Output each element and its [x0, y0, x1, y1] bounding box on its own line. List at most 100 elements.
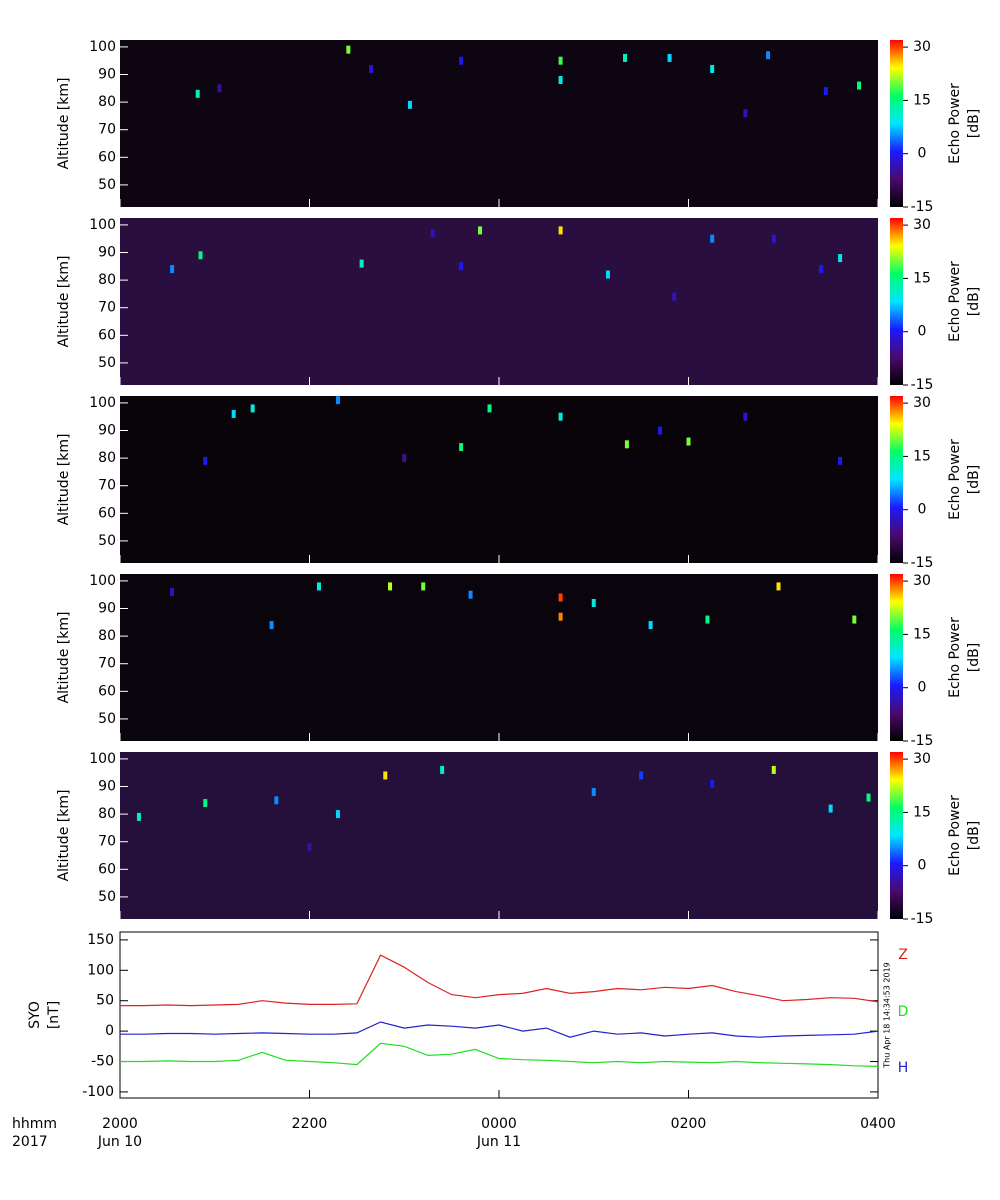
colorbar-tick-label: -15	[911, 377, 934, 393]
y-axis-label: Altitude [km]	[56, 256, 72, 348]
echo	[307, 843, 312, 852]
echo	[866, 793, 871, 802]
echo	[198, 251, 203, 260]
echo	[346, 45, 351, 54]
colorbar-label: [dB]	[966, 109, 982, 138]
y-tick-label: 80	[98, 450, 116, 466]
echo	[710, 234, 715, 243]
echo	[369, 64, 374, 73]
echo	[558, 412, 563, 421]
series-line	[120, 954, 879, 1007]
y-tick-label: 100	[89, 573, 116, 589]
y-tick-label: 70	[98, 834, 116, 850]
echo	[487, 404, 492, 413]
colorbar-tick-label: 0	[918, 680, 927, 696]
colorbar-tick-label: 15	[913, 448, 931, 464]
colorbar-tick-label: -15	[911, 733, 934, 749]
y-tick-label: 50	[98, 533, 116, 549]
echo	[686, 437, 691, 446]
colorbar-label: [dB]	[966, 821, 982, 850]
echo	[231, 409, 236, 418]
y-axis-label: Altitude [km]	[56, 790, 72, 882]
y-tick-label: 50	[98, 889, 116, 905]
echo	[591, 598, 596, 607]
echo	[558, 56, 563, 65]
y-tick-label: 80	[98, 94, 116, 110]
echo	[838, 254, 843, 263]
colorbar-tick-label: -15	[911, 199, 934, 215]
colorbar-label: [dB]	[966, 465, 982, 494]
echo	[624, 440, 629, 449]
colorbar-tick-label: 15	[913, 804, 931, 820]
y-tick-label: 90	[98, 601, 116, 617]
echo	[558, 226, 563, 235]
y-axis-label: Altitude [km]	[56, 434, 72, 526]
echo	[710, 64, 715, 73]
echo	[828, 804, 833, 813]
y-tick-label: 70	[98, 300, 116, 316]
x-tick-label: 0000	[481, 1116, 517, 1132]
y-tick-label: 150	[87, 932, 114, 948]
echo	[170, 587, 175, 596]
row-label: hhmm	[12, 1116, 57, 1132]
echo	[823, 87, 828, 96]
colorbar-tick-label: 0	[918, 324, 927, 340]
echo	[316, 582, 321, 591]
colorbar-tick-label: 0	[918, 502, 927, 518]
legend-label: H	[898, 1060, 909, 1076]
echo	[430, 229, 435, 238]
echo	[648, 621, 653, 630]
y-tick-label: 80	[98, 628, 116, 644]
y-tick-label: 0	[105, 1023, 114, 1039]
panel-background	[120, 40, 878, 207]
y-axis-label: [nT]	[46, 1001, 62, 1029]
colorbar	[890, 218, 903, 385]
colorbar-tick-label: 15	[913, 270, 931, 286]
y-tick-label: 50	[96, 993, 114, 1009]
echo	[639, 771, 644, 780]
echo	[335, 810, 340, 819]
y-axis-label: Altitude [km]	[56, 78, 72, 170]
echo	[459, 443, 464, 452]
colorbar-tick-label: 30	[913, 751, 931, 767]
panel-background	[120, 396, 878, 563]
colorbar-label: Echo Power	[947, 261, 963, 342]
echo	[274, 796, 279, 805]
echo	[388, 582, 393, 591]
y-tick-label: 100	[89, 395, 116, 411]
colorbar	[890, 40, 903, 207]
echo	[710, 779, 715, 788]
echo	[402, 454, 407, 463]
x-tick-label: 2000	[102, 1116, 138, 1132]
echo	[558, 612, 563, 621]
echo	[766, 51, 771, 60]
plot-frame	[119, 931, 879, 1099]
echo	[838, 456, 843, 465]
echo	[591, 788, 596, 797]
colorbar-label: Echo Power	[947, 795, 963, 876]
colorbar-tick-label: 30	[913, 217, 931, 233]
echo	[705, 615, 710, 624]
echo	[819, 265, 824, 274]
y-tick-label: 90	[98, 67, 116, 83]
legend-label: Z	[898, 947, 908, 963]
y-tick-label: 60	[98, 861, 116, 877]
y-tick-label: 60	[98, 683, 116, 699]
echo	[359, 259, 364, 268]
y-tick-label: 50	[98, 711, 116, 727]
y-tick-label: 50	[98, 355, 116, 371]
echo	[857, 81, 862, 90]
y-tick-label: -100	[82, 1084, 114, 1100]
y-tick-label: 100	[89, 751, 116, 767]
x-tick-label: 0400	[860, 1116, 896, 1132]
echo	[195, 89, 200, 98]
colorbar-tick-label: 0	[918, 858, 927, 874]
echo	[605, 270, 610, 279]
echo	[558, 76, 563, 85]
echo	[217, 84, 222, 93]
y-tick-label: 100	[89, 217, 116, 233]
echo	[440, 765, 445, 774]
colorbar-tick-label: 15	[913, 626, 931, 642]
echo	[623, 53, 628, 62]
